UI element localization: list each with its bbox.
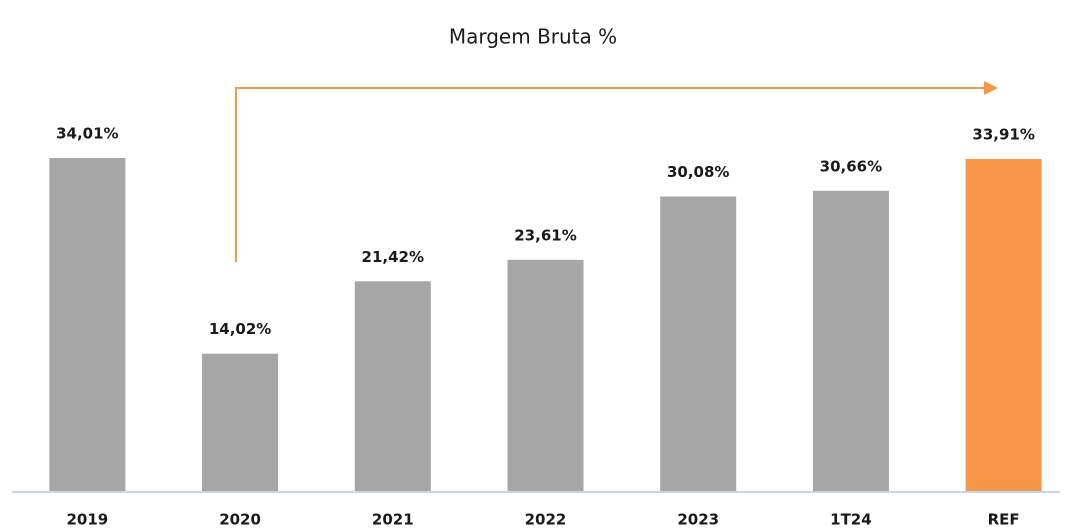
bar <box>812 190 889 491</box>
trend-arrow <box>235 81 998 262</box>
chart-title: Margem Bruta % <box>449 25 617 49</box>
bar <box>354 281 431 491</box>
value-label: 33,91% <box>972 125 1034 143</box>
value-label: 23,61% <box>514 226 576 244</box>
x-tick-label: 2019 <box>66 511 108 529</box>
value-label: 34,01% <box>56 125 118 143</box>
x-tick-label: 2023 <box>677 511 719 529</box>
x-tick-label: REF <box>988 511 1020 529</box>
value-label: 21,42% <box>362 248 424 266</box>
x-tick-label: 1T24 <box>830 511 872 529</box>
value-label: 14,02% <box>209 320 271 338</box>
bar <box>660 196 737 492</box>
value-label: 30,08% <box>667 163 729 181</box>
x-tick-label: 2020 <box>219 511 261 529</box>
value-label: 30,66% <box>820 157 882 175</box>
bar <box>49 158 126 491</box>
x-tick-label: 2022 <box>525 511 567 529</box>
bar <box>507 259 584 491</box>
bar <box>965 158 1042 491</box>
x-tick-label: 2021 <box>372 511 414 529</box>
bar <box>202 353 279 491</box>
